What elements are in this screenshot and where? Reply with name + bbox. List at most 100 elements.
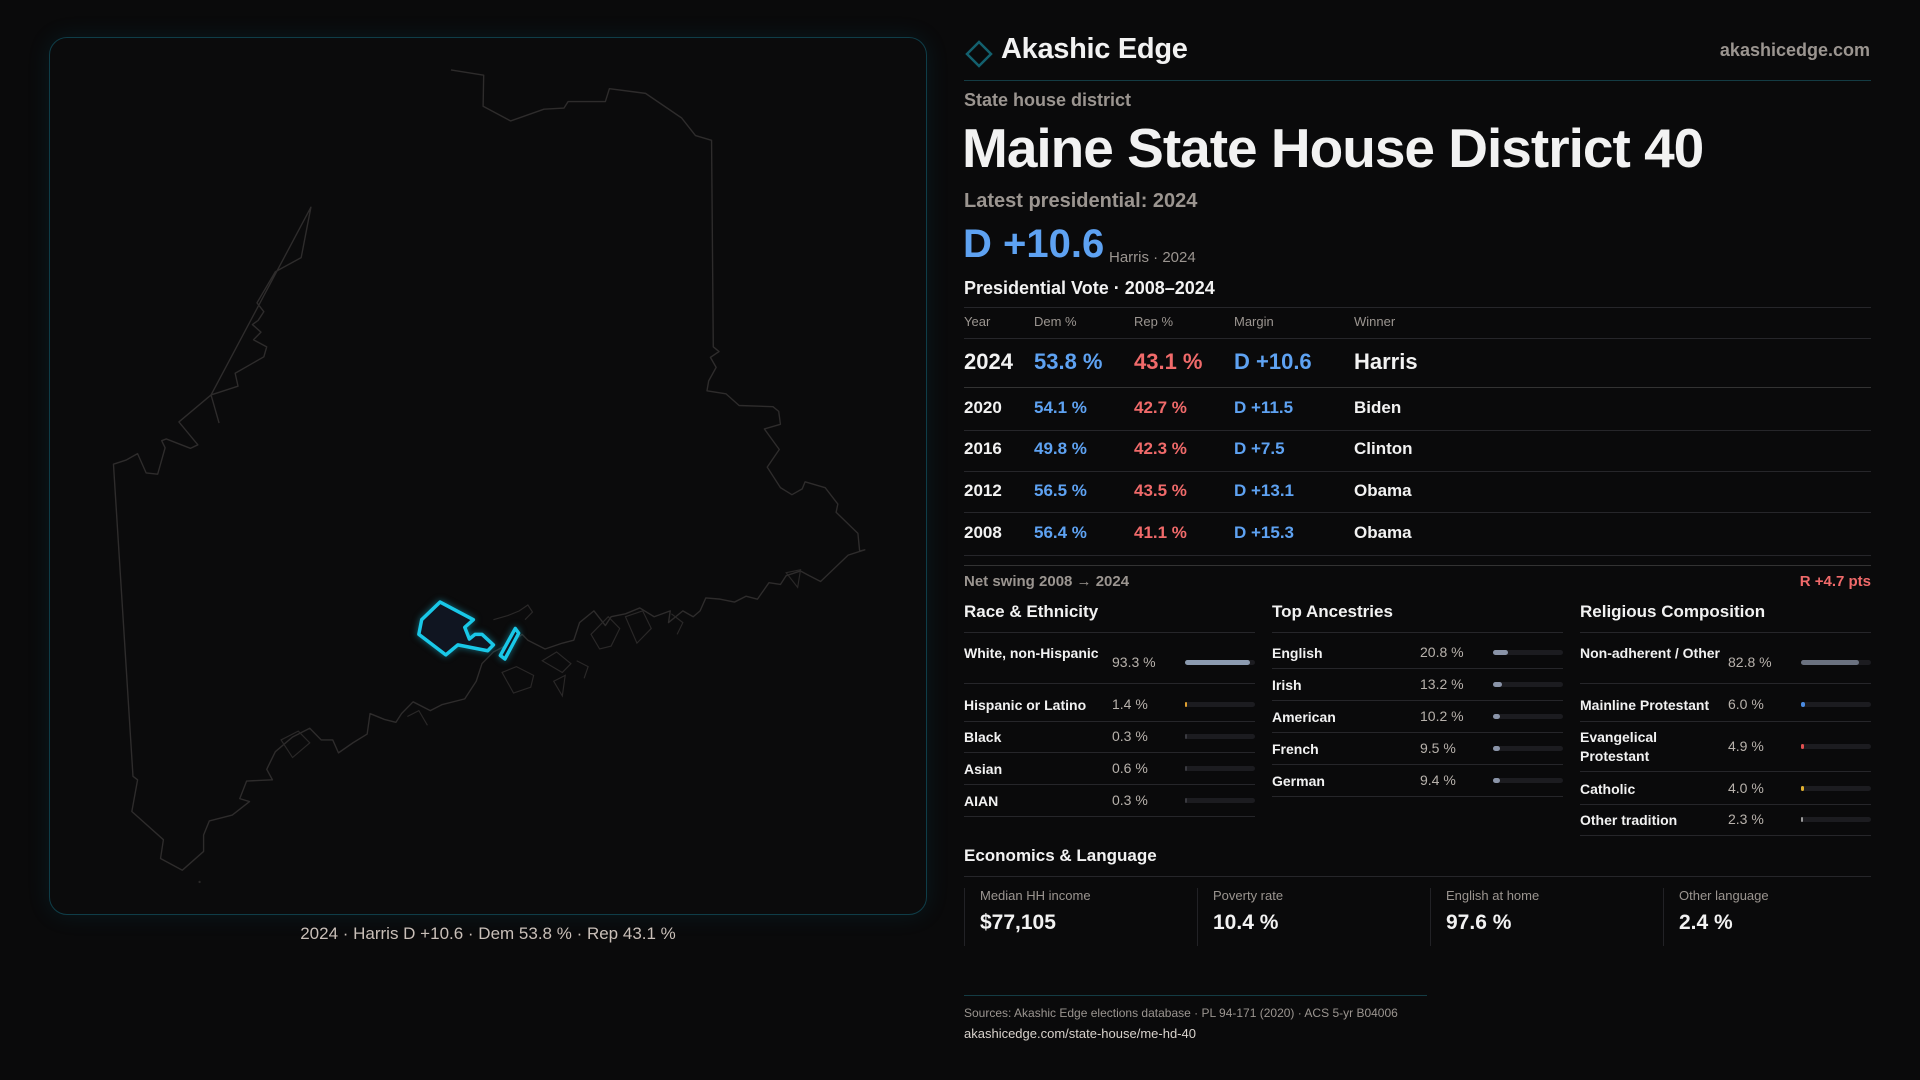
bar-fill (1185, 734, 1187, 739)
rep-pct: 43.5 % (1134, 481, 1187, 500)
bar-fill (1185, 798, 1187, 803)
rep-pct: 43.1 % (1134, 349, 1203, 374)
bar (1493, 714, 1563, 719)
bar (1185, 734, 1255, 739)
year: 2024 (964, 349, 1013, 374)
stat-value: $77,105 (980, 911, 1056, 934)
site-link[interactable]: akashicedge.com (1719, 40, 1870, 60)
bar (1493, 682, 1563, 687)
bar-fill (1493, 682, 1503, 687)
bar (1801, 817, 1871, 822)
value: 93.3 % (1112, 654, 1156, 670)
year: 2016 (964, 439, 1002, 458)
district-map[interactable] (40, 30, 940, 950)
bar (1185, 702, 1255, 707)
bar (1493, 650, 1563, 655)
year: 2008 (964, 523, 1002, 542)
value: 4.9 % (1728, 738, 1764, 754)
religion-section: Religious Composition Non-adherent / Oth… (1580, 602, 1871, 836)
district-40-shape[interactable] (417, 600, 521, 661)
margin: D +13.1 (1234, 481, 1295, 500)
header-divider (964, 80, 1871, 81)
dem-pct: 49.8 % (1034, 439, 1087, 458)
winner: Clinton (1354, 439, 1413, 458)
label: Evangelical Protestant (1580, 729, 1658, 764)
winner: Biden (1354, 398, 1402, 417)
bar-fill (1801, 786, 1804, 791)
bar-fill (1493, 746, 1500, 751)
bar (1801, 744, 1871, 749)
section-title: Religious Composition (1580, 602, 1766, 621)
religion-row: Non-adherent / Other 82.8 % (1580, 644, 1871, 684)
brand-name: Akashic Edge (1001, 33, 1188, 65)
value: 0.3 % (1112, 728, 1148, 744)
value: 2.3 % (1728, 811, 1764, 827)
value: 82.8 % (1728, 654, 1772, 670)
bar-fill (1801, 744, 1805, 749)
section-title: Race & Ethnicity (964, 602, 1099, 621)
label: American (1272, 709, 1336, 725)
table-title: Presidential Vote · 2008–2024 (964, 278, 1215, 298)
ancestry-section: Top Ancestries English 20.8 % Irish 13.2 %… (1272, 602, 1563, 797)
headline-margin-sub: Harris · 2024 (1109, 249, 1196, 266)
religion-row: Evangelical Protestant 4.9 % (1580, 728, 1871, 768)
margin: D +10.6 (1234, 349, 1312, 374)
latest-presidential: Latest presidential: 2024 (964, 190, 1198, 212)
stat-label: Poverty rate (1213, 888, 1284, 903)
col-margin: Margin (1234, 314, 1274, 329)
value: 9.4 % (1420, 772, 1456, 788)
label: Black (964, 729, 1002, 745)
value: 0.3 % (1112, 792, 1148, 808)
bar (1493, 746, 1563, 751)
label: German (1272, 773, 1325, 789)
bar-fill (1493, 714, 1501, 719)
value: 9.5 % (1420, 740, 1456, 756)
value: 6.0 % (1728, 696, 1764, 712)
label: Non-adherent / Other (1580, 645, 1721, 661)
island-dot (198, 880, 201, 884)
stat-other-language: Other language 2.4 % (1663, 888, 1896, 946)
label: English (1272, 645, 1323, 661)
rep-pct: 42.3 % (1134, 439, 1187, 458)
label: Other tradition (1580, 812, 1678, 828)
col-dem: Dem % (1034, 314, 1077, 329)
year: 2020 (964, 398, 1002, 417)
margin: D +11.5 (1234, 398, 1294, 417)
winner: Obama (1354, 523, 1412, 542)
page-url[interactable]: akashicedge.com/state-house/me-hd-40 (964, 1026, 1196, 1041)
stat-label: English at home (1446, 888, 1540, 903)
district-type: State house district (964, 90, 1132, 110)
label: White, non-Hispanic (964, 645, 1099, 661)
state-outline (112, 69, 866, 871)
section-title: Top Ancestries (1272, 602, 1393, 621)
bar (1493, 778, 1563, 783)
col-winner: Winner (1354, 314, 1396, 329)
stat-median-income: Median HH income $77,105 (964, 888, 1197, 946)
race-row: White, non-Hispanic 93.3 % (964, 644, 1255, 684)
label: AIAN (964, 793, 999, 809)
page-title: Maine State House District 40 (962, 117, 1704, 179)
rep-pct: 42.7 % (1134, 398, 1187, 417)
bar-fill (1493, 778, 1500, 783)
year: 2012 (964, 481, 1002, 500)
bar-fill (1185, 702, 1187, 707)
label: Hispanic or Latino (964, 697, 1087, 713)
bar-fill (1801, 817, 1803, 822)
value: 13.2 % (1420, 676, 1464, 692)
bar-fill (1801, 702, 1806, 707)
winner: Harris (1354, 349, 1418, 374)
bar-fill (1185, 660, 1251, 665)
stat-label: Median HH income (980, 888, 1091, 903)
map-panel[interactable] (49, 37, 927, 915)
col-year: Year (964, 314, 991, 329)
bar-fill (1801, 660, 1859, 665)
label: Asian (964, 761, 1003, 777)
value: 20.8 % (1420, 644, 1464, 660)
stat-value: 2.4 % (1679, 911, 1733, 934)
rep-pct: 41.1 % (1134, 523, 1187, 542)
label: Irish (1272, 677, 1302, 693)
bar-fill (1185, 766, 1187, 771)
label: Mainline Protestant (1580, 697, 1710, 713)
value: 10.2 % (1420, 708, 1464, 724)
map-caption: 2024 · Harris D +10.6 · Dem 53.8 % · Rep… (300, 924, 676, 943)
